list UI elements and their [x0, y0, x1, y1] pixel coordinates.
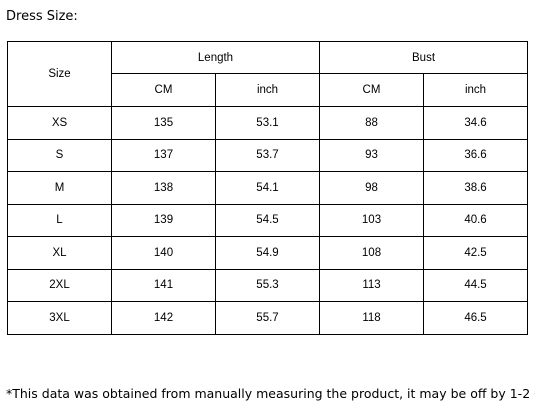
- length-inch-cell: 54.5: [215, 203, 320, 237]
- bust-cm-cell: 108: [319, 236, 424, 270]
- table-row: S 137 53.7 93 36.6: [7, 138, 529, 172]
- length-cm-header: CM: [111, 73, 216, 107]
- length-cm-cell: 140: [111, 236, 216, 270]
- bust-cm-cell: 118: [319, 301, 424, 335]
- length-inch-cell: 54.1: [215, 171, 320, 205]
- length-cm-cell: 139: [111, 203, 216, 237]
- bust-cm-cell: 103: [319, 203, 424, 237]
- length-inch-cell: 55.7: [215, 301, 320, 335]
- table-unit-row: CM inch CM inch: [8, 73, 529, 107]
- size-cell: M: [7, 171, 112, 205]
- bust-cm-cell: 88: [319, 106, 424, 140]
- table-row: L 139 54.5 103 40.6: [7, 203, 529, 237]
- bust-cm-cell: 113: [319, 268, 424, 302]
- length-inch-cell: 53.7: [215, 138, 320, 172]
- length-group-header: Length: [111, 41, 320, 74]
- bust-inch-cell: 36.6: [422, 138, 529, 172]
- size-chart-table: Size Length Bust CM inch CM inch XS 135 …: [7, 41, 529, 335]
- bust-inch-cell: 44.5: [422, 268, 529, 302]
- length-cm-cell: 138: [111, 171, 216, 205]
- size-cell: XS: [7, 106, 112, 140]
- bust-cm-header: CM: [319, 73, 424, 107]
- size-cell: L: [7, 203, 112, 237]
- size-column-header: Size: [7, 41, 112, 107]
- bust-inch-cell: 46.5: [422, 301, 529, 335]
- table-row: 3XL 142 55.7 118 46.5: [7, 301, 529, 335]
- length-inch-cell: 54.9: [215, 236, 320, 270]
- length-cm-cell: 135: [111, 106, 216, 140]
- length-inch-cell: 53.1: [215, 106, 320, 140]
- measurement-disclaimer: *This data was obtained from manually me…: [6, 386, 535, 401]
- bust-inch-cell: 38.6: [422, 171, 529, 205]
- table-row: XS 135 53.1 88 34.6: [7, 106, 529, 140]
- length-cm-cell: 141: [111, 268, 216, 302]
- bust-group-header: Bust: [318, 41, 529, 74]
- size-cell: 2XL: [7, 268, 112, 302]
- bust-inch-cell: 42.5: [422, 236, 529, 270]
- table-row: M 138 54.1 98 38.6: [7, 171, 529, 205]
- page-title: Dress Size:: [6, 9, 78, 24]
- size-cell: S: [7, 138, 112, 172]
- size-cell: 3XL: [7, 301, 112, 335]
- bust-inch-cell: 40.6: [422, 203, 529, 237]
- length-cm-cell: 142: [111, 301, 216, 335]
- size-cell: XL: [7, 236, 112, 270]
- table-header-row: Size Length Bust: [7, 41, 529, 107]
- length-cm-cell: 137: [111, 138, 216, 172]
- bust-inch-header: inch: [422, 73, 529, 107]
- bust-cm-cell: 93: [319, 138, 424, 172]
- bust-inch-cell: 34.6: [422, 106, 529, 140]
- length-inch-header: inch: [215, 73, 320, 107]
- table-row: 2XL 141 55.3 113 44.5: [7, 268, 529, 302]
- bust-cm-cell: 98: [319, 171, 424, 205]
- table-row: XL 140 54.9 108 42.5: [7, 236, 529, 270]
- length-inch-cell: 55.3: [215, 268, 320, 302]
